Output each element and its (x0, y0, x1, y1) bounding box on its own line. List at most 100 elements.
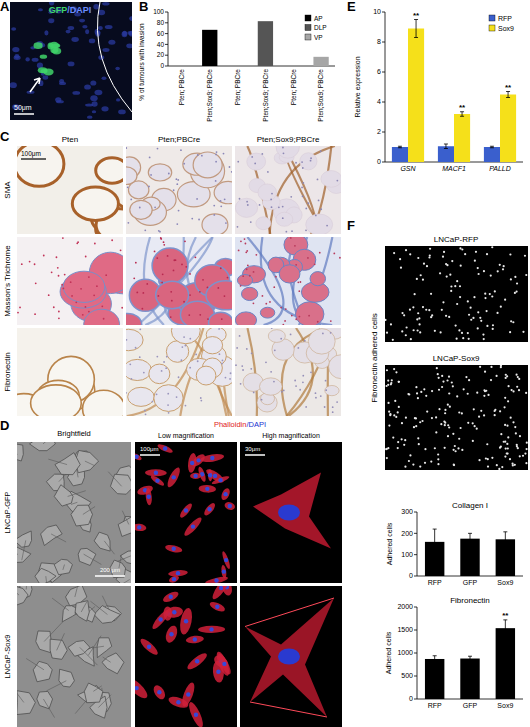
neurite (26, 658, 44, 669)
cell (299, 316, 301, 318)
actin (135, 675, 150, 701)
tick-label: 2000 (397, 603, 413, 610)
cell (261, 153, 263, 155)
error-bar (433, 656, 437, 662)
cell (291, 315, 293, 317)
adhered-cell (417, 312, 419, 314)
gland (72, 187, 118, 220)
cell (229, 166, 231, 168)
cell (56, 256, 58, 258)
adhered-cell (399, 258, 401, 260)
bar (313, 57, 328, 66)
cell (136, 292, 138, 294)
adhered-cell (403, 444, 405, 446)
image-label: LNCaP-RFP (434, 235, 478, 244)
cell (189, 338, 191, 340)
adhered-cell (502, 268, 504, 270)
micrograph (385, 246, 528, 342)
actin (145, 488, 153, 506)
cell (200, 397, 202, 399)
y-tick (165, 55, 168, 56)
adhered-cell (494, 414, 496, 416)
adhered-cell (524, 452, 526, 454)
adhered-cell (414, 417, 416, 419)
significance: ** (502, 611, 509, 620)
adhered-cell (386, 369, 388, 371)
adhered-cell (387, 379, 389, 381)
cell (173, 189, 175, 191)
cell (165, 367, 167, 369)
scale-bar (95, 575, 125, 577)
cell (225, 377, 227, 379)
cell (175, 178, 177, 180)
adhered-cell (526, 442, 528, 444)
nucleus (32, 58, 39, 62)
cell (17, 545, 31, 563)
adhered-cell (470, 319, 472, 321)
adhered-cell (465, 376, 467, 378)
y-tick (414, 512, 417, 513)
significance: ** (459, 103, 466, 112)
adhered-cell (403, 314, 405, 316)
cell (51, 271, 53, 273)
adhered-cell (429, 248, 431, 250)
gland (63, 271, 105, 302)
micrograph (10, 2, 132, 120)
actin (221, 565, 227, 579)
column-label: Brightfield (57, 429, 90, 438)
cell (225, 222, 227, 224)
neurite (22, 540, 26, 560)
gland (306, 214, 333, 234)
adhered-cell (423, 388, 425, 390)
adhered-cell (472, 317, 474, 319)
cell (236, 347, 238, 349)
cell (265, 361, 267, 363)
cell (144, 410, 146, 412)
cell (271, 193, 273, 195)
gland (126, 313, 142, 325)
adhered-cell (517, 376, 519, 378)
cell (262, 295, 264, 297)
bar (258, 21, 273, 66)
cell (111, 239, 113, 241)
actin (208, 600, 226, 614)
cell (178, 376, 180, 378)
neurite (68, 491, 86, 497)
cell (101, 305, 103, 307)
tick-label: 100 (401, 551, 413, 558)
micrograph (135, 586, 237, 727)
neurite (81, 602, 87, 612)
cell (96, 285, 98, 287)
micrograph (235, 237, 341, 325)
cell (221, 318, 223, 320)
neurite (17, 586, 19, 595)
cell (158, 230, 160, 232)
category-label: MACF1 (442, 165, 466, 172)
adhered-cell (446, 379, 448, 381)
adhered-cell (505, 447, 507, 449)
adhered-cell (514, 292, 516, 294)
cell (139, 328, 141, 330)
cell (251, 156, 253, 158)
adhered-cell (393, 368, 395, 370)
cell (318, 200, 320, 202)
tick-label: 0 (160, 62, 164, 69)
cell (35, 568, 56, 583)
adhered-cell (393, 252, 395, 254)
tick-label: 500 (401, 672, 413, 679)
adhered-cell (507, 447, 509, 449)
cell (195, 354, 197, 356)
micrograph-bg (17, 442, 131, 583)
legend-label: Sox9 (498, 25, 514, 32)
cell (325, 380, 327, 382)
adhered-cell (510, 278, 512, 280)
actin (185, 651, 209, 672)
adhered-cell (484, 293, 486, 295)
adhered-cell (525, 462, 527, 464)
cell (249, 275, 251, 277)
cell (127, 186, 129, 188)
adhered-cell (462, 337, 464, 339)
cell (88, 276, 90, 278)
adhered-cell (518, 389, 520, 391)
adhered-cell (526, 448, 528, 450)
